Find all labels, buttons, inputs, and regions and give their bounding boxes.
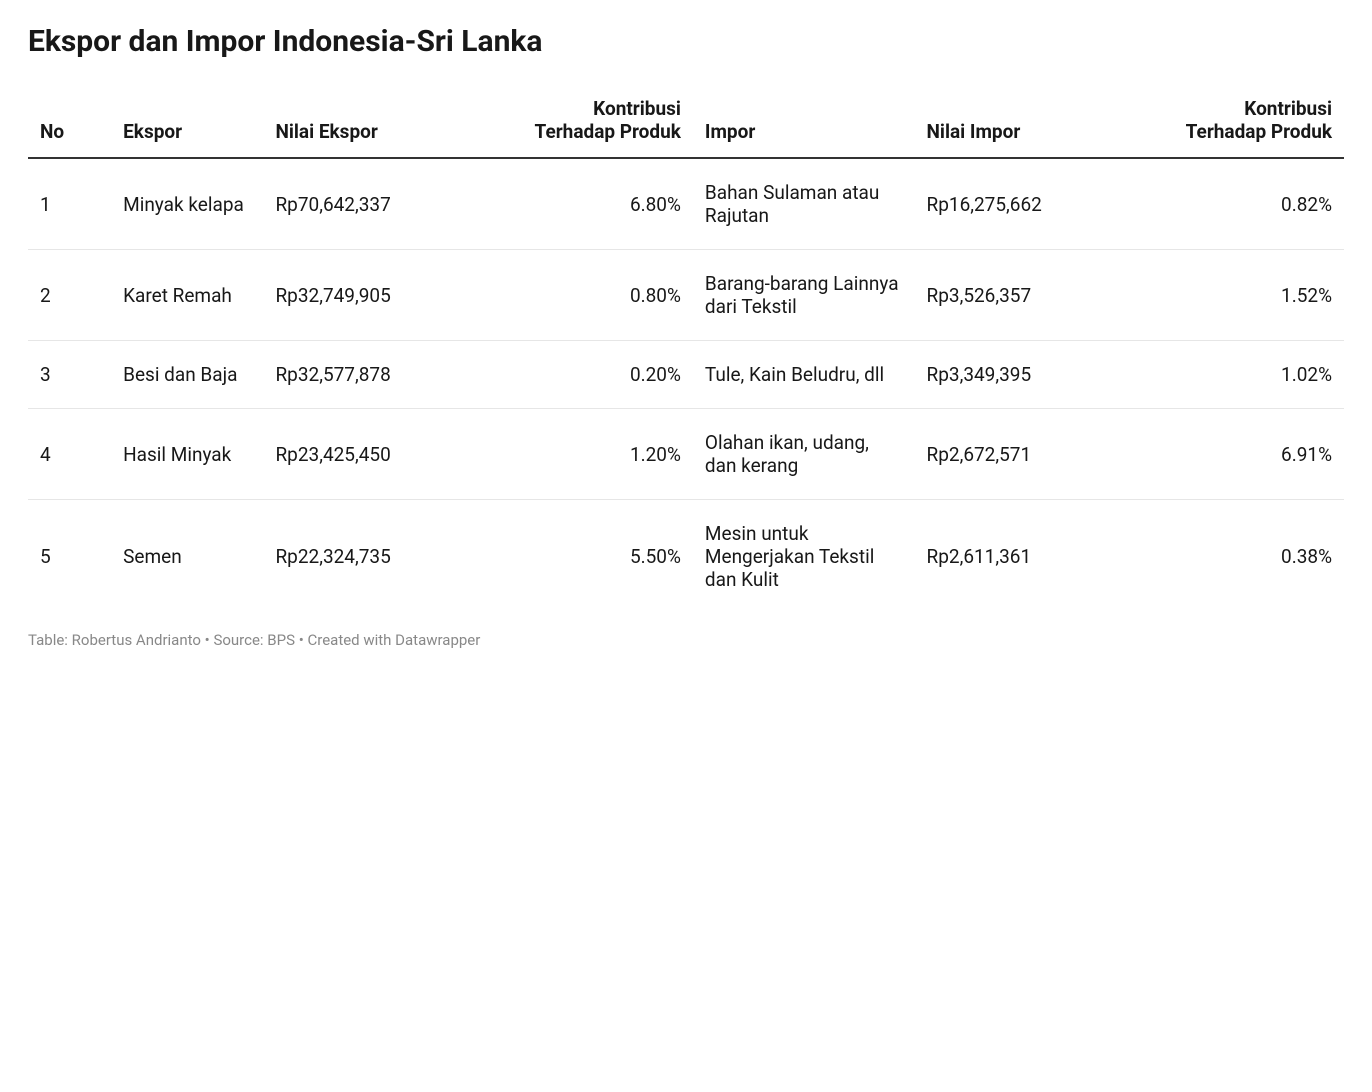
cell-nilai-impor: Rp3,349,395	[915, 341, 1151, 409]
cell-kontribusi-impor: 1.02%	[1150, 341, 1344, 409]
cell-ekspor: Minyak kelapa	[111, 158, 263, 250]
cell-nilai-ekspor: Rp32,577,878	[263, 341, 499, 409]
cell-kontribusi-ekspor: 6.80%	[499, 158, 693, 250]
cell-kontribusi-impor: 0.82%	[1150, 158, 1344, 250]
cell-impor: Mesin untuk Mengerjakan Tekstil dan Kuli…	[693, 500, 915, 614]
col-header-nilai-impor: Nilai Impor	[915, 87, 1151, 158]
cell-impor: Olahan ikan, udang, dan kerang	[693, 409, 915, 500]
col-header-nilai-ekspor: Nilai Ekspor	[263, 87, 499, 158]
col-header-no: No	[28, 87, 111, 158]
cell-impor: Tule, Kain Beludru, dll	[693, 341, 915, 409]
cell-ekspor: Semen	[111, 500, 263, 614]
cell-nilai-impor: Rp3,526,357	[915, 250, 1151, 341]
cell-no: 5	[28, 500, 111, 614]
cell-kontribusi-ekspor: 0.20%	[499, 341, 693, 409]
cell-ekspor: Besi dan Baja	[111, 341, 263, 409]
col-header-impor: Impor	[693, 87, 915, 158]
cell-kontribusi-impor: 1.52%	[1150, 250, 1344, 341]
table-row: 1 Minyak kelapa Rp70,642,337 6.80% Bahan…	[28, 158, 1344, 250]
cell-nilai-impor: Rp16,275,662	[915, 158, 1151, 250]
cell-ekspor: Hasil Minyak	[111, 409, 263, 500]
col-header-kontribusi-impor: Kontribusi Terhadap Produk	[1150, 87, 1344, 158]
table-header-row: No Ekspor Nilai Ekspor Kontribusi Terhad…	[28, 87, 1344, 158]
cell-no: 2	[28, 250, 111, 341]
cell-nilai-impor: Rp2,672,571	[915, 409, 1151, 500]
cell-kontribusi-impor: 6.91%	[1150, 409, 1344, 500]
cell-kontribusi-ekspor: 1.20%	[499, 409, 693, 500]
cell-nilai-ekspor: Rp70,642,337	[263, 158, 499, 250]
table-row: 3 Besi dan Baja Rp32,577,878 0.20% Tule,…	[28, 341, 1344, 409]
page-title: Ekspor dan Impor Indonesia-Sri Lanka	[28, 24, 1344, 59]
cell-nilai-ekspor: Rp32,749,905	[263, 250, 499, 341]
table-row: 5 Semen Rp22,324,735 5.50% Mesin untuk M…	[28, 500, 1344, 614]
cell-nilai-impor: Rp2,611,361	[915, 500, 1151, 614]
cell-no: 4	[28, 409, 111, 500]
footer-attribution: Table: Robertus Andrianto • Source: BPS …	[28, 631, 1344, 649]
cell-kontribusi-impor: 0.38%	[1150, 500, 1344, 614]
table-body: 1 Minyak kelapa Rp70,642,337 6.80% Bahan…	[28, 158, 1344, 613]
cell-no: 1	[28, 158, 111, 250]
cell-ekspor: Karet Remah	[111, 250, 263, 341]
table-row: 4 Hasil Minyak Rp23,425,450 1.20% Olahan…	[28, 409, 1344, 500]
cell-nilai-ekspor: Rp23,425,450	[263, 409, 499, 500]
cell-no: 3	[28, 341, 111, 409]
col-header-kontribusi-ekspor: Kontribusi Terhadap Produk	[499, 87, 693, 158]
table-row: 2 Karet Remah Rp32,749,905 0.80% Barang-…	[28, 250, 1344, 341]
cell-kontribusi-ekspor: 0.80%	[499, 250, 693, 341]
cell-impor: Barang-barang Lainnya dari Tekstil	[693, 250, 915, 341]
trade-table: No Ekspor Nilai Ekspor Kontribusi Terhad…	[28, 87, 1344, 613]
cell-nilai-ekspor: Rp22,324,735	[263, 500, 499, 614]
col-header-ekspor: Ekspor	[111, 87, 263, 158]
cell-impor: Bahan Sulaman atau Rajutan	[693, 158, 915, 250]
cell-kontribusi-ekspor: 5.50%	[499, 500, 693, 614]
